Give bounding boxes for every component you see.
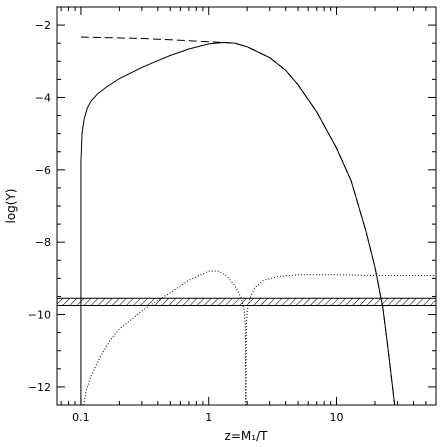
x-axis-label: z=M₁/T [225,429,269,443]
series-line-dotted-3 [83,270,247,405]
hatched-band [57,298,436,306]
y-tick-label: −8 [35,236,51,249]
x-tick-label: 10 [330,411,344,424]
series-line-dotted-4 [245,274,436,405]
y-tick-label: −10 [28,309,51,322]
x-tick-label: 1 [205,411,212,424]
y-tick-label: −4 [35,91,51,104]
x-tick-label: 0.1 [72,411,90,424]
y-axis-label: log(Y) [4,189,18,224]
series-line-dashed-2 [80,36,396,405]
y-tick-label: −12 [28,381,51,394]
series-line-solid-1 [80,41,396,405]
y-tick-label: −6 [35,164,51,177]
y-tick-label: −2 [35,19,51,32]
plot-frame [56,6,437,406]
